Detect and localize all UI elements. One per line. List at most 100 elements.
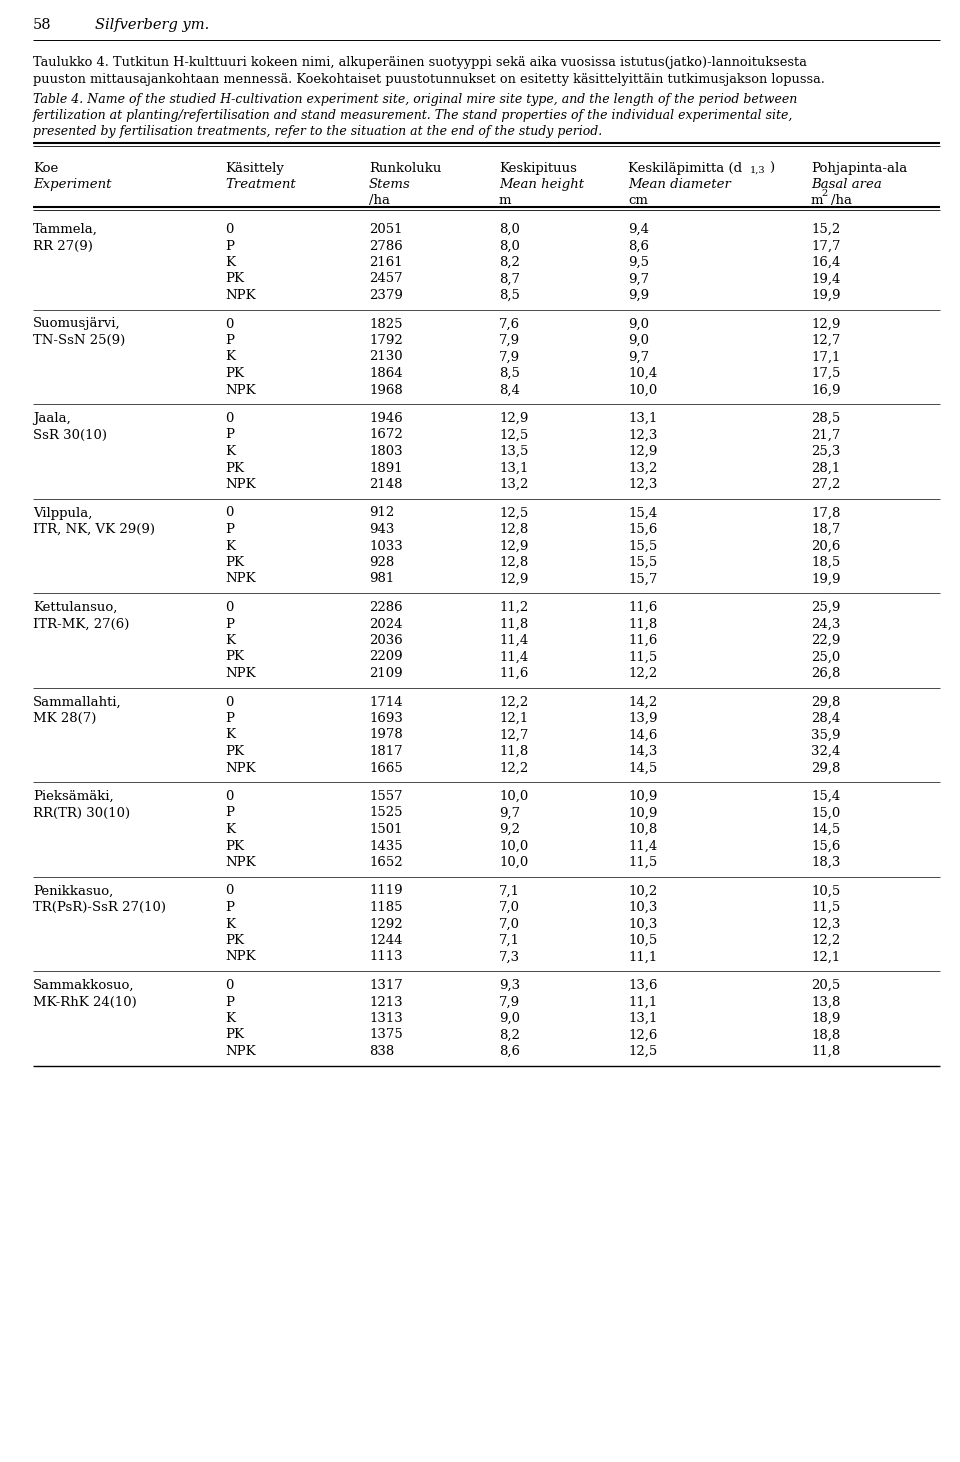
Text: 1213: 1213 bbox=[369, 996, 402, 1009]
Text: PK: PK bbox=[225, 367, 244, 380]
Text: 12,9: 12,9 bbox=[811, 317, 840, 330]
Text: PK: PK bbox=[225, 1028, 244, 1041]
Text: 0: 0 bbox=[225, 696, 233, 709]
Text: 11,5: 11,5 bbox=[628, 651, 658, 664]
Text: 10,0: 10,0 bbox=[628, 383, 658, 396]
Text: K: K bbox=[225, 1012, 235, 1025]
Text: 14,5: 14,5 bbox=[628, 762, 658, 775]
Text: P: P bbox=[225, 333, 234, 346]
Text: 20,5: 20,5 bbox=[811, 980, 840, 993]
Text: P: P bbox=[225, 901, 234, 914]
Text: PK: PK bbox=[225, 556, 244, 569]
Text: 9,3: 9,3 bbox=[499, 980, 520, 993]
Text: 58: 58 bbox=[33, 18, 52, 32]
Text: 0: 0 bbox=[225, 224, 233, 235]
Text: cm: cm bbox=[628, 194, 648, 208]
Text: 838: 838 bbox=[369, 1045, 395, 1058]
Text: 13,8: 13,8 bbox=[811, 996, 840, 1009]
Text: 18,7: 18,7 bbox=[811, 523, 840, 537]
Text: 10,9: 10,9 bbox=[628, 807, 658, 820]
Text: 12,6: 12,6 bbox=[628, 1028, 658, 1041]
Text: 2457: 2457 bbox=[369, 272, 402, 285]
Text: Sammakkosuo,: Sammakkosuo, bbox=[33, 980, 134, 993]
Text: 2209: 2209 bbox=[369, 651, 402, 664]
Text: 2109: 2109 bbox=[369, 667, 402, 680]
Text: P: P bbox=[225, 712, 234, 725]
Text: 12,1: 12,1 bbox=[499, 712, 528, 725]
Text: 12,7: 12,7 bbox=[499, 728, 528, 741]
Text: K: K bbox=[225, 444, 235, 458]
Text: 7,0: 7,0 bbox=[499, 918, 520, 930]
Text: NPK: NPK bbox=[225, 289, 255, 303]
Text: presented by fertilisation treatments, refer to the situation at the end of the : presented by fertilisation treatments, r… bbox=[33, 124, 602, 137]
Text: ): ) bbox=[769, 162, 774, 175]
Text: 9,0: 9,0 bbox=[499, 1012, 520, 1025]
Text: 11,8: 11,8 bbox=[499, 617, 528, 630]
Text: 8,4: 8,4 bbox=[499, 383, 520, 396]
Text: 11,5: 11,5 bbox=[628, 855, 658, 868]
Text: 11,1: 11,1 bbox=[628, 996, 658, 1009]
Text: 8,2: 8,2 bbox=[499, 1028, 520, 1041]
Text: 11,8: 11,8 bbox=[628, 617, 658, 630]
Text: 15,7: 15,7 bbox=[628, 573, 658, 585]
Text: 0: 0 bbox=[225, 601, 233, 614]
Text: 11,5: 11,5 bbox=[811, 901, 840, 914]
Text: 7,6: 7,6 bbox=[499, 317, 520, 330]
Text: 1652: 1652 bbox=[369, 855, 402, 868]
Text: 10,8: 10,8 bbox=[628, 823, 658, 836]
Text: 25,3: 25,3 bbox=[811, 444, 840, 458]
Text: 12,7: 12,7 bbox=[811, 333, 840, 346]
Text: 9,7: 9,7 bbox=[499, 807, 520, 820]
Text: RR 27(9): RR 27(9) bbox=[33, 240, 93, 253]
Text: 12,3: 12,3 bbox=[628, 478, 658, 491]
Text: 1792: 1792 bbox=[369, 333, 403, 346]
Text: Keskipituus: Keskipituus bbox=[499, 162, 577, 175]
Text: 8,5: 8,5 bbox=[499, 289, 520, 303]
Text: 15,4: 15,4 bbox=[811, 789, 840, 803]
Text: 12,2: 12,2 bbox=[499, 762, 528, 775]
Text: 10,5: 10,5 bbox=[811, 885, 840, 898]
Text: 21,7: 21,7 bbox=[811, 428, 840, 442]
Text: m: m bbox=[499, 194, 512, 208]
Text: 12,9: 12,9 bbox=[499, 412, 528, 425]
Text: 1672: 1672 bbox=[369, 428, 403, 442]
Text: PK: PK bbox=[225, 839, 244, 852]
Text: 12,5: 12,5 bbox=[499, 428, 528, 442]
Text: MK 28(7): MK 28(7) bbox=[33, 712, 96, 725]
Text: Penikkasuo,: Penikkasuo, bbox=[33, 885, 113, 898]
Text: 12,1: 12,1 bbox=[811, 950, 840, 963]
Text: 1693: 1693 bbox=[369, 712, 403, 725]
Text: 35,9: 35,9 bbox=[811, 728, 841, 741]
Text: 2379: 2379 bbox=[369, 289, 403, 303]
Text: 7,9: 7,9 bbox=[499, 333, 520, 346]
Text: 9,7: 9,7 bbox=[628, 351, 649, 364]
Text: 2024: 2024 bbox=[369, 617, 402, 630]
Text: 17,8: 17,8 bbox=[811, 506, 840, 519]
Text: 9,0: 9,0 bbox=[628, 317, 649, 330]
Text: RR(TR) 30(10): RR(TR) 30(10) bbox=[33, 807, 131, 820]
Text: 9,2: 9,2 bbox=[499, 823, 520, 836]
Text: Pieksämäki,: Pieksämäki, bbox=[33, 789, 113, 803]
Text: 1557: 1557 bbox=[369, 789, 402, 803]
Text: 8,6: 8,6 bbox=[499, 1045, 520, 1058]
Text: 10,9: 10,9 bbox=[628, 789, 658, 803]
Text: 8,7: 8,7 bbox=[499, 272, 520, 285]
Text: PK: PK bbox=[225, 462, 244, 475]
Text: 15,5: 15,5 bbox=[628, 539, 658, 553]
Text: 11,4: 11,4 bbox=[499, 635, 528, 648]
Text: 7,9: 7,9 bbox=[499, 351, 520, 364]
Text: 19,4: 19,4 bbox=[811, 272, 840, 285]
Text: 18,8: 18,8 bbox=[811, 1028, 840, 1041]
Text: 1946: 1946 bbox=[369, 412, 403, 425]
Text: 9,7: 9,7 bbox=[628, 272, 649, 285]
Text: 1313: 1313 bbox=[369, 1012, 403, 1025]
Text: Runkoluku: Runkoluku bbox=[369, 162, 442, 175]
Text: Sammallahti,: Sammallahti, bbox=[33, 696, 122, 709]
Text: 13,6: 13,6 bbox=[628, 980, 658, 993]
Text: 1891: 1891 bbox=[369, 462, 402, 475]
Text: 2161: 2161 bbox=[369, 256, 402, 269]
Text: 8,6: 8,6 bbox=[628, 240, 649, 253]
Text: 1817: 1817 bbox=[369, 746, 402, 757]
Text: 17,7: 17,7 bbox=[811, 240, 841, 253]
Text: 29,8: 29,8 bbox=[811, 696, 840, 709]
